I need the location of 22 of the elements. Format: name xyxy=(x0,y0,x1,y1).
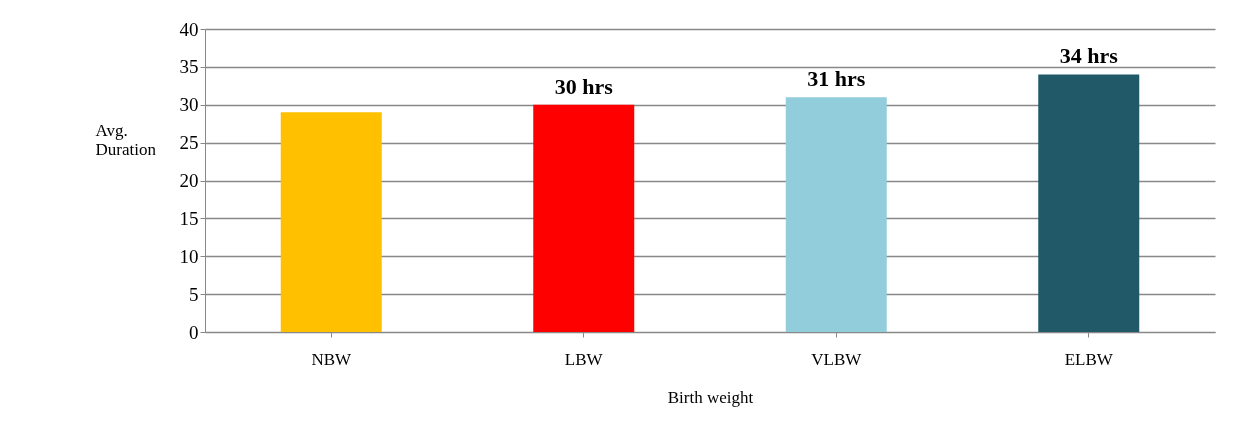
data-label: 31 hrs xyxy=(807,66,866,92)
data-label: 34 hrs xyxy=(1059,43,1119,69)
y-tick-label: 5 xyxy=(189,283,199,305)
bar xyxy=(533,104,635,332)
bar xyxy=(1038,74,1140,332)
y-tick-label: 35 xyxy=(179,56,199,78)
y-tick-label: 30 xyxy=(179,94,199,116)
x-tick-label: ELBW xyxy=(1064,349,1114,369)
x-axis-title: Birth weight xyxy=(667,387,754,407)
x-tick-label: LBW xyxy=(564,349,604,369)
x-tick-label: NBW xyxy=(311,349,353,369)
data-label: 30 hrs xyxy=(554,73,614,99)
x-tick-label: VLBW xyxy=(811,349,863,369)
y-axis-title: Avg. Duration xyxy=(95,120,157,159)
y-tick-label: 40 xyxy=(179,18,199,40)
bar xyxy=(785,97,887,332)
y-tick-label: 15 xyxy=(179,207,199,229)
y-tick-label: 25 xyxy=(179,132,199,154)
y-tick-label: 10 xyxy=(179,245,199,267)
y-tick-label: 20 xyxy=(179,170,199,191)
bar xyxy=(280,112,382,332)
y-tick-label: 0 xyxy=(189,321,199,343)
